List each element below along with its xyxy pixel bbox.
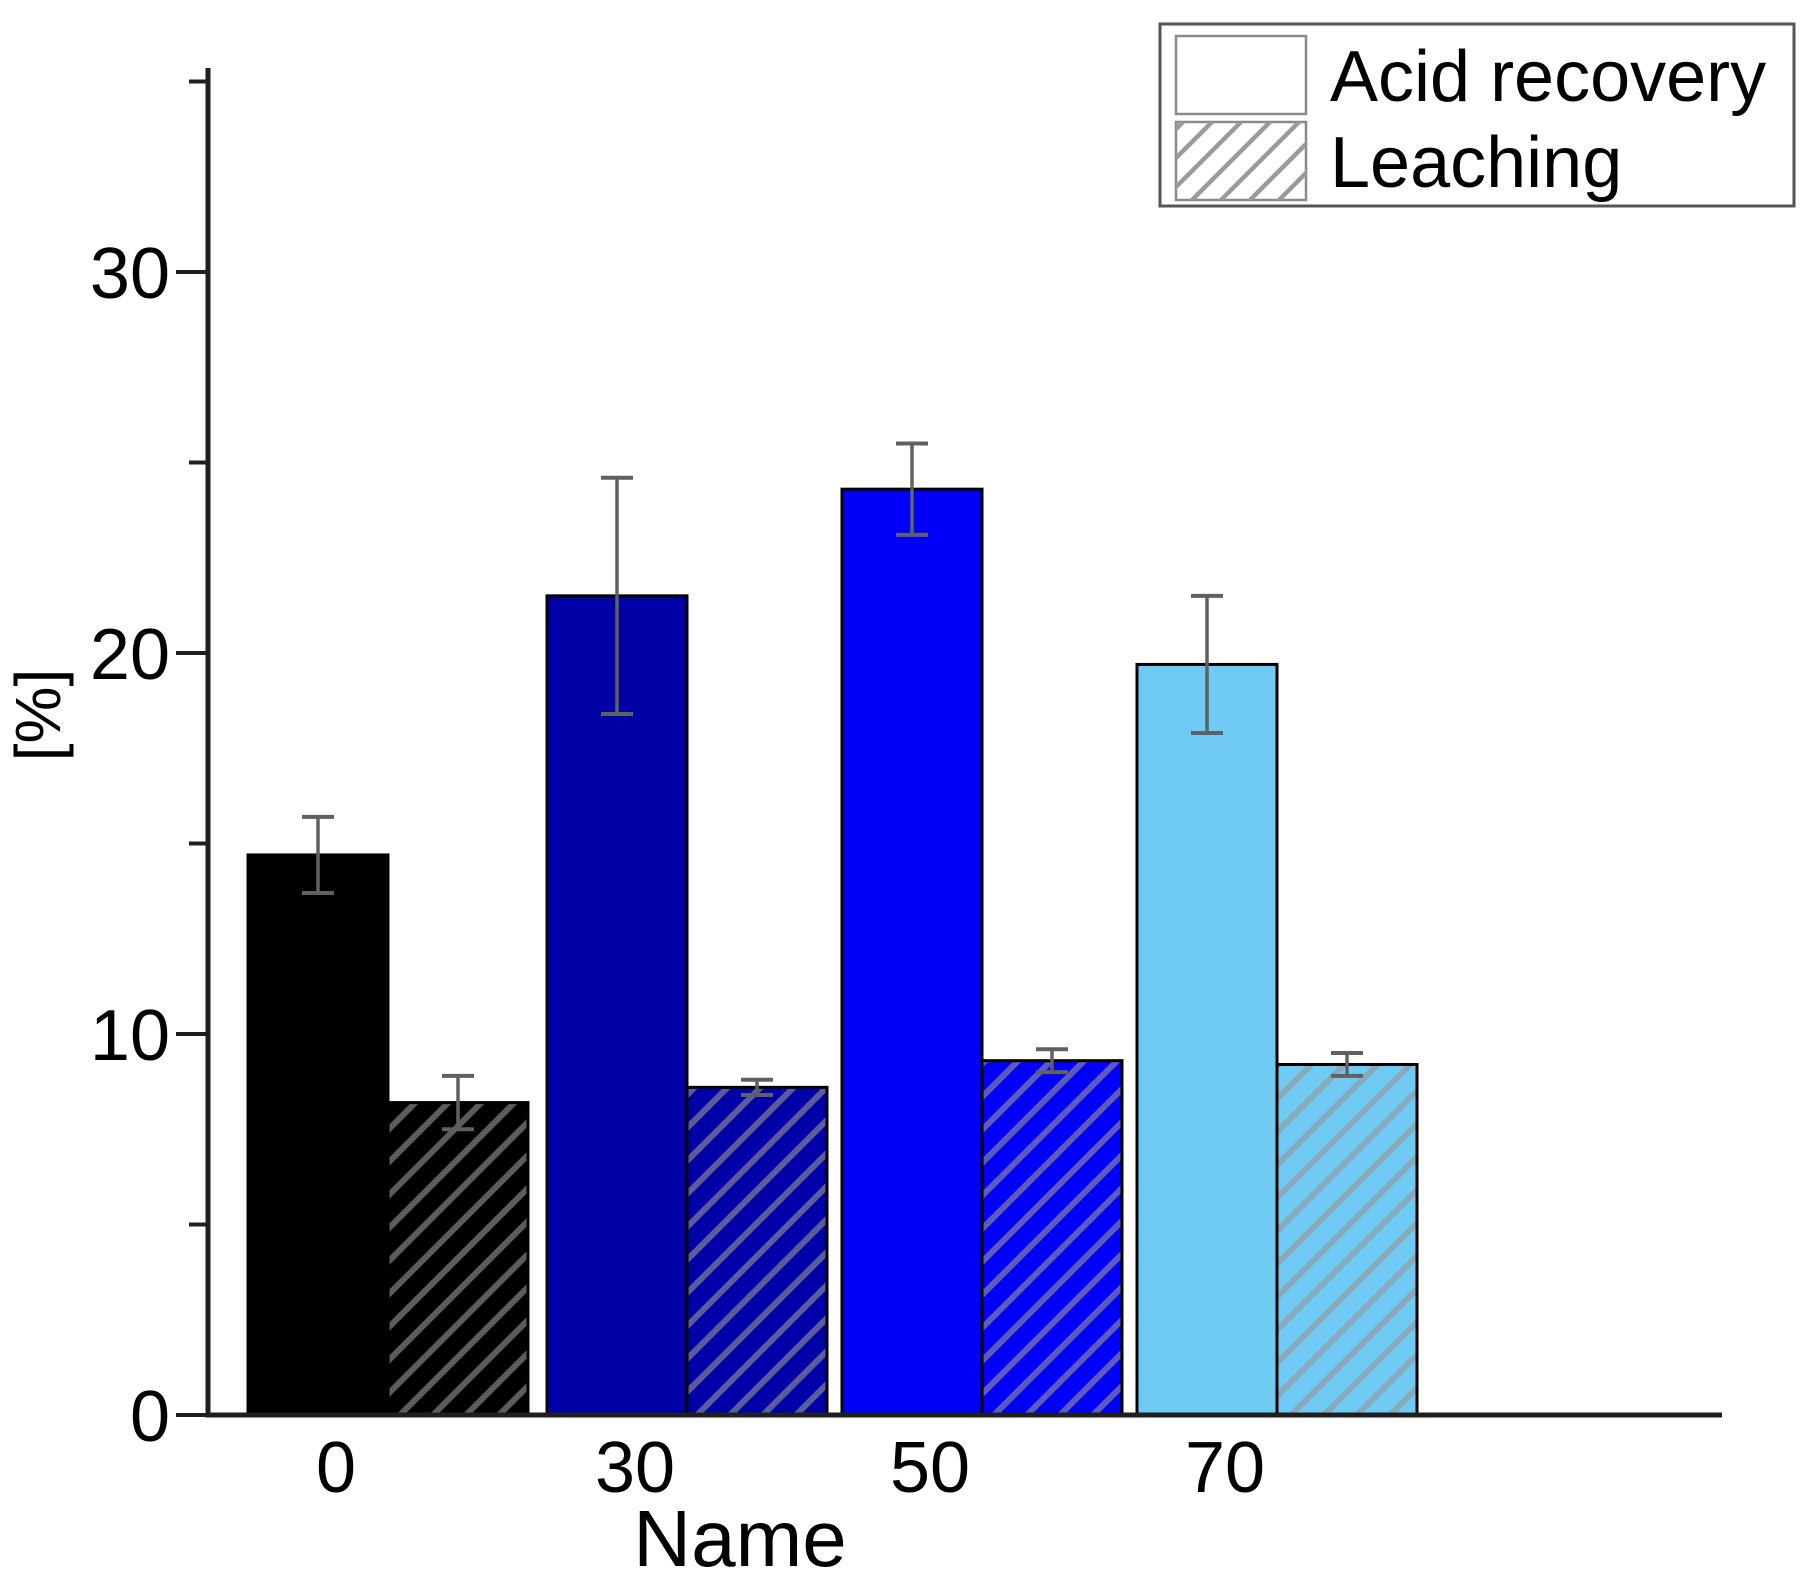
bar-hatch (687, 1087, 827, 1415)
error-bar-leaching-70 (1331, 1051, 1363, 1078)
x-tick-label: 50 (890, 1428, 970, 1508)
bar-fill (547, 595, 687, 1415)
bar-leaching-50 (980, 1059, 1124, 1417)
bar-hatch (1277, 1064, 1417, 1415)
error-bar-acid-recovery-50 (896, 441, 928, 537)
error-bar-leaching-30 (741, 1077, 773, 1097)
bar-leaching-30 (685, 1085, 829, 1417)
bar-acid-recovery-70 (1135, 662, 1279, 1417)
bar-leaching-0 (386, 1101, 530, 1417)
x-axis-title: Name (633, 1494, 846, 1583)
x-tick-label: 0 (316, 1428, 356, 1508)
error-bar-acid-recovery-70 (1191, 593, 1223, 736)
bar-acid-recovery-50 (840, 487, 984, 1417)
legend-label-acid-recovery: Acid recovery (1330, 37, 1766, 117)
axes (176, 68, 1722, 1418)
error-bar-acid-recovery-30 (601, 475, 633, 716)
x-tick-label: 30 (595, 1428, 675, 1508)
y-tick-label: 10 (90, 996, 170, 1076)
bar-fill (842, 489, 982, 1415)
legend-swatch-hatch (1176, 122, 1306, 200)
error-bar-leaching-0 (442, 1073, 474, 1132)
bar-fill (248, 854, 388, 1415)
x-tick-label: 70 (1185, 1428, 1265, 1508)
bar-hatch (388, 1102, 528, 1415)
bar-acid-recovery-0 (246, 853, 390, 1417)
y-tick-label: 0 (130, 1377, 170, 1457)
y-tick-label: 20 (90, 615, 170, 695)
y-axis-title: [%] (2, 669, 74, 761)
bar-fill (1137, 664, 1277, 1415)
y-tick-label: 30 (90, 234, 170, 314)
error-bar-acid-recovery-0 (302, 814, 334, 896)
legend-swatch-acid-recovery (1174, 34, 1308, 116)
error-bar-leaching-50 (1036, 1047, 1068, 1075)
legend-label-leaching: Leaching (1330, 123, 1622, 203)
bar-acid-recovery-30 (545, 594, 689, 1417)
bar-leaching-70 (1275, 1062, 1419, 1417)
bar-hatch (982, 1060, 1122, 1415)
